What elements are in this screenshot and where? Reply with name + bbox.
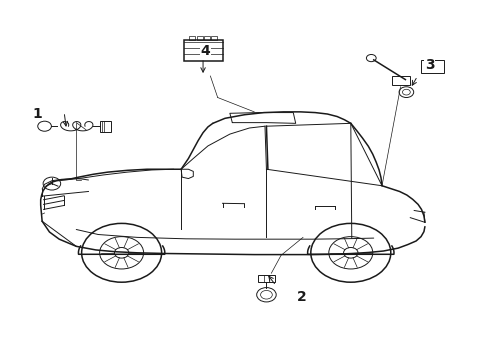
Text: 1: 1 xyxy=(32,107,42,121)
Text: 2: 2 xyxy=(297,289,306,303)
Text: 3: 3 xyxy=(424,58,434,72)
Text: 4: 4 xyxy=(200,44,210,58)
